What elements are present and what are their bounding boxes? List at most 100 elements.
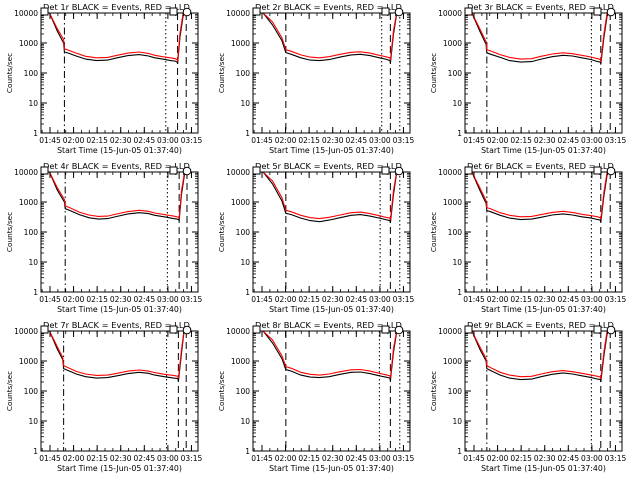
y-tick-label: 10000 [14, 168, 38, 177]
y-tick-label: 10000 [14, 9, 38, 18]
plot-frame [464, 330, 623, 452]
x-tick-label: 03:15 [181, 295, 203, 304]
corner-square-marker [252, 325, 261, 334]
corner-circle-marker [182, 166, 192, 176]
y-tick-label: 1 [245, 288, 250, 297]
corner-circle-marker [182, 7, 192, 17]
corner-circle-marker [182, 325, 192, 335]
detector-panel: Det 9r BLACK = Events, RED = LLD 1 10 100 10… [429, 320, 626, 473]
x-tick-label: 01:45 [463, 295, 485, 304]
corner-square-marker [40, 7, 49, 16]
y-tick-label: 1000 [19, 357, 38, 366]
y-axis-label: Counts/sec [429, 212, 438, 252]
x-tick-label: 02:00 [275, 295, 297, 304]
x-tick-label: 01:45 [251, 454, 273, 463]
plot-frame [464, 12, 623, 134]
x-tick-label: 03:00 [581, 136, 603, 145]
x-axis-label: Start Time (15-Jun-05 01:37:40) [57, 305, 182, 314]
y-tick-label: 10000 [14, 327, 38, 336]
x-axis-label: Start Time (15-Jun-05 01:37:40) [57, 464, 182, 473]
lld-rate-line [41, 172, 187, 219]
x-tick-label: 02:15 [510, 136, 532, 145]
x-tick-label: 03:15 [393, 136, 415, 145]
x-axis-label: Start Time (15-Jun-05 01:37:40) [57, 146, 182, 155]
x-tick-label: 02:00 [63, 454, 85, 463]
x-tick-label: 02:00 [487, 295, 509, 304]
y-tick-label: 1 [33, 288, 38, 297]
x-tick-label: 03:15 [181, 454, 203, 463]
x-tick-label: 03:15 [605, 295, 627, 304]
x-tick-label: 01:45 [251, 136, 273, 145]
y-tick-label: 1 [457, 288, 462, 297]
corner-square-marker [464, 325, 473, 334]
x-tick-label: 02:30 [534, 454, 556, 463]
plot-frame [40, 171, 199, 293]
events-rate-line [253, 172, 400, 224]
x-tick-label: 02:15 [510, 454, 532, 463]
panel-title: Det 6r BLACK = Events, RED = LLD [467, 161, 614, 171]
y-axis-label: Counts/sec [217, 212, 226, 252]
y-axis-label: Counts/sec [429, 371, 438, 411]
plot-frame [464, 171, 623, 293]
detector-panel: Det 3r BLACK = Events, RED = LLD 1 10 100 10… [429, 2, 626, 155]
detector-panel: Det 6r BLACK = Events, RED = LLD 1 10 100 10… [429, 161, 626, 314]
corner-square-marker [252, 166, 261, 175]
panel-title: Det 7r BLACK = Events, RED = LLD [43, 320, 190, 330]
corner-square-marker [169, 166, 178, 175]
y-tick-label: 1 [33, 447, 38, 456]
x-tick-label: 03:15 [393, 454, 415, 463]
x-tick-label: 02:30 [110, 136, 132, 145]
x-tick-label: 01:45 [39, 295, 61, 304]
corner-circle-marker [394, 325, 404, 335]
x-tick-label: 02:00 [275, 454, 297, 463]
corner-square-marker [593, 7, 602, 16]
x-tick-label: 03:00 [157, 454, 179, 463]
x-axis-label: Start Time (15-Jun-05 01:37:40) [481, 146, 606, 155]
x-tick-label: 02:30 [110, 295, 132, 304]
x-tick-label: 02:45 [133, 295, 155, 304]
y-tick-label: 1 [245, 447, 250, 456]
x-tick-label: 03:00 [581, 295, 603, 304]
x-tick-label: 01:45 [251, 295, 273, 304]
y-tick-label: 100 [24, 387, 39, 396]
x-tick-label: 03:00 [157, 136, 179, 145]
y-tick-label: 100 [236, 228, 251, 237]
x-tick-label: 02:45 [557, 454, 579, 463]
x-axis-label: Start Time (15-Jun-05 01:37:40) [481, 464, 606, 473]
y-tick-label: 10000 [438, 327, 462, 336]
detector-panel: Det 2r BLACK = Events, RED = LLD 1 10 100 10… [217, 2, 414, 155]
y-tick-label: 100 [236, 387, 251, 396]
x-tick-label: 03:15 [393, 295, 415, 304]
x-tick-label: 02:00 [487, 136, 509, 145]
x-tick-label: 02:45 [345, 454, 367, 463]
detector-panel: Det 4r BLACK = Events, RED = LLD 1 10 100 10… [5, 161, 202, 314]
panel-title: Det 2r BLACK = Events, RED = LLD [255, 2, 402, 12]
x-tick-label: 02:30 [534, 295, 556, 304]
y-tick-label: 100 [448, 228, 463, 237]
y-tick-label: 10 [28, 99, 38, 108]
x-tick-label: 02:00 [63, 295, 85, 304]
lld-rate-line [465, 13, 610, 63]
x-tick-label: 01:45 [39, 136, 61, 145]
x-tick-label: 03:00 [369, 295, 391, 304]
y-tick-label: 10000 [226, 327, 250, 336]
x-tick-label: 02:30 [322, 454, 344, 463]
x-axis-label: Start Time (15-Jun-05 01:37:40) [481, 305, 606, 314]
y-axis-label: Counts/sec [429, 53, 438, 93]
corner-square-marker [381, 166, 390, 175]
x-tick-label: 02:15 [298, 295, 320, 304]
y-tick-label: 1 [457, 129, 462, 138]
y-tick-label: 10 [452, 258, 462, 267]
y-tick-label: 10 [240, 417, 250, 426]
plot-frame [40, 330, 199, 452]
plot-frame [252, 171, 411, 293]
lld-rate-line [41, 331, 187, 379]
lld-rate-line [253, 172, 399, 221]
x-tick-label: 01:45 [463, 136, 485, 145]
lld-rate-line [253, 331, 399, 379]
events-rate-line [253, 331, 400, 381]
x-tick-label: 03:00 [369, 454, 391, 463]
x-tick-label: 01:45 [39, 454, 61, 463]
x-tick-label: 02:45 [133, 136, 155, 145]
